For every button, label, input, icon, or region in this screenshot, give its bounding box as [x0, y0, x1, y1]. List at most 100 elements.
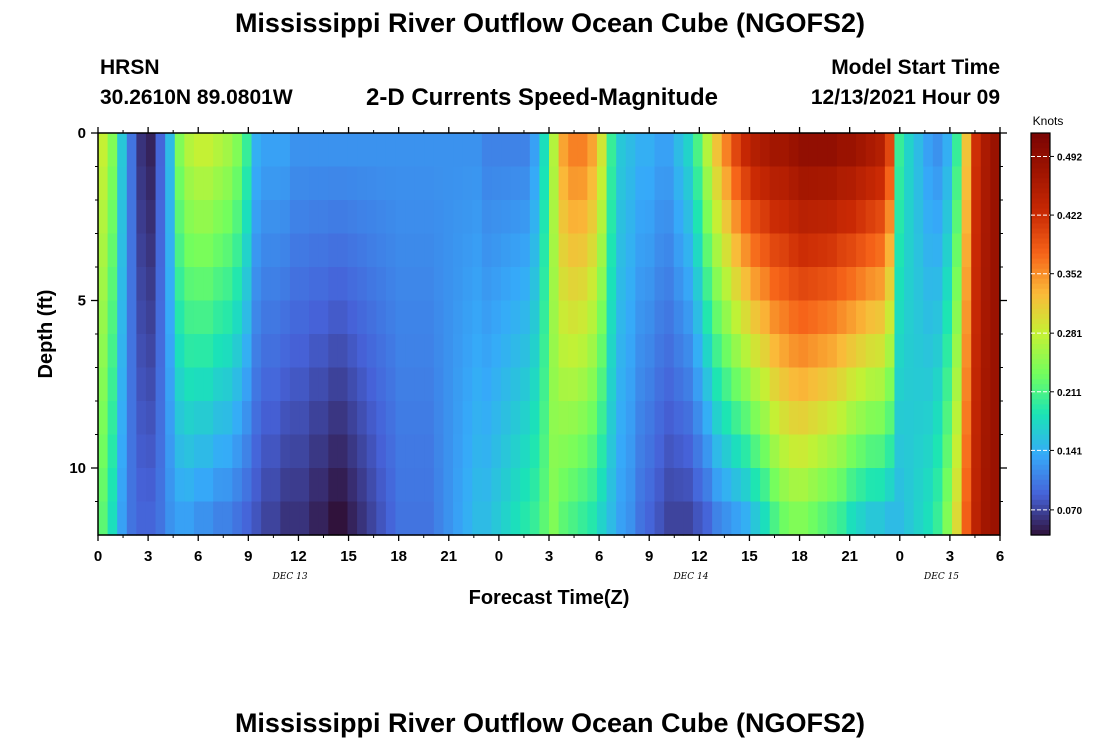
- heatmap-cell: [596, 233, 608, 268]
- colorbar-segment: [1031, 293, 1050, 300]
- heatmap-cells: [98, 133, 1001, 536]
- heatmap-cell: [673, 233, 684, 268]
- heatmap-cell: [616, 367, 627, 402]
- heatmap-cell: [424, 501, 435, 536]
- heatmap-cell: [692, 401, 704, 436]
- heatmap-cell: [203, 401, 214, 436]
- heatmap-cell: [980, 334, 992, 369]
- heatmap-cell: [501, 468, 512, 503]
- x-tick-labels: 0 3 6 9 12 15 18 21 0 3 6 9 12 15 18 21 0 3 6: [94, 548, 1004, 565]
- heatmap-cell: [635, 233, 646, 268]
- date-label: DEC 15: [923, 572, 959, 582]
- heatmap-cell: [558, 434, 569, 469]
- heatmap-cell: [980, 434, 992, 469]
- heatmap-cell: [299, 434, 310, 469]
- heatmap-cell: [501, 267, 512, 302]
- heatmap-cell: [884, 200, 896, 235]
- heatmap-cell: [856, 468, 867, 503]
- heatmap-cell: [654, 166, 665, 201]
- heatmap-cell: [740, 334, 752, 369]
- heatmap-cell: [549, 233, 560, 268]
- heatmap-cell: [213, 367, 224, 402]
- x-tick-label: 18: [390, 548, 407, 565]
- heatmap-cell: [654, 334, 665, 369]
- heatmap-cell: [222, 233, 233, 268]
- heatmap-cell: [875, 166, 886, 201]
- heatmap-cell: [347, 468, 358, 503]
- colorbar-segment: [1031, 494, 1050, 501]
- heatmap-cell: [136, 401, 147, 436]
- heatmap-cell: [865, 501, 876, 536]
- heatmap-cell: [337, 200, 349, 235]
- heatmap-cell: [683, 468, 694, 503]
- heatmap-cell: [894, 434, 905, 469]
- heatmap-cell: [577, 501, 588, 536]
- heatmap-cell: [923, 434, 934, 469]
- heatmap-cell: [376, 300, 387, 335]
- heatmap-cell: [577, 200, 588, 235]
- heatmap-cell: [145, 166, 157, 201]
- heatmap-cell: [817, 334, 828, 369]
- heatmap-cell: [788, 434, 800, 469]
- heatmap-cell: [923, 468, 934, 503]
- heatmap-cell: [664, 434, 675, 469]
- heatmap-cell: [942, 367, 953, 402]
- heatmap-cell: [587, 133, 598, 168]
- heatmap-cell: [568, 133, 579, 168]
- heatmap-cell: [289, 367, 301, 402]
- heatmap-cell: [261, 300, 272, 335]
- heatmap-cell: [98, 300, 109, 335]
- heatmap-cell: [251, 434, 262, 469]
- heatmap-cell: [587, 401, 598, 436]
- heatmap-cell: [376, 334, 387, 369]
- heatmap-cell: [203, 233, 214, 268]
- heatmap-cell: [558, 401, 569, 436]
- heatmap-cell: [405, 300, 416, 335]
- colorbar-segment: [1031, 133, 1050, 139]
- heatmap-cell: [731, 334, 742, 369]
- heatmap-cell: [846, 133, 857, 168]
- heatmap-cell: [462, 300, 473, 335]
- heatmap-cell: [155, 267, 166, 302]
- heatmap-cell: [385, 367, 397, 402]
- heatmap-cell: [731, 434, 742, 469]
- heatmap-cell: [193, 367, 205, 402]
- heatmap-cell: [884, 300, 896, 335]
- heatmap-cell: [433, 166, 445, 201]
- heatmap-cell: [126, 434, 137, 469]
- heatmap-cell: [481, 200, 493, 235]
- heatmap-cell: [817, 367, 828, 402]
- heatmap-cell: [596, 200, 608, 235]
- heatmap-cell: [385, 300, 397, 335]
- heatmap-cell: [376, 501, 387, 536]
- heatmap-cell: [165, 367, 176, 402]
- heatmap-cell: [884, 468, 896, 503]
- heatmap-cell: [625, 300, 636, 335]
- heatmap-cell: [222, 501, 233, 536]
- y-tick-label: 10: [69, 460, 86, 477]
- heatmap-cell: [788, 300, 800, 335]
- heatmap-cell: [366, 501, 377, 536]
- heatmap-cell: [126, 200, 137, 235]
- heatmap-cell: [126, 233, 137, 268]
- heatmap-cell: [501, 300, 512, 335]
- heatmap-cell: [433, 300, 445, 335]
- colorbar-segment: [1031, 414, 1050, 421]
- heatmap-cell: [261, 200, 272, 235]
- heatmap-cell: [337, 334, 349, 369]
- heatmap-cell: [990, 233, 1001, 268]
- heatmap-cell: [337, 468, 349, 503]
- heatmap-cell: [357, 133, 368, 168]
- heatmap-cell: [424, 200, 435, 235]
- heatmap-cell: [222, 267, 233, 302]
- heatmap-cell: [625, 133, 636, 168]
- heatmap-cell: [107, 367, 118, 402]
- heatmap-cell: [193, 267, 205, 302]
- heatmap-cell: [654, 401, 665, 436]
- heatmap-cell: [424, 300, 435, 335]
- heatmap-cell: [193, 200, 205, 235]
- heatmap-cell: [549, 501, 560, 536]
- heatmap-cell: [241, 334, 253, 369]
- heatmap-cell: [539, 334, 550, 369]
- heatmap-cell: [606, 200, 617, 235]
